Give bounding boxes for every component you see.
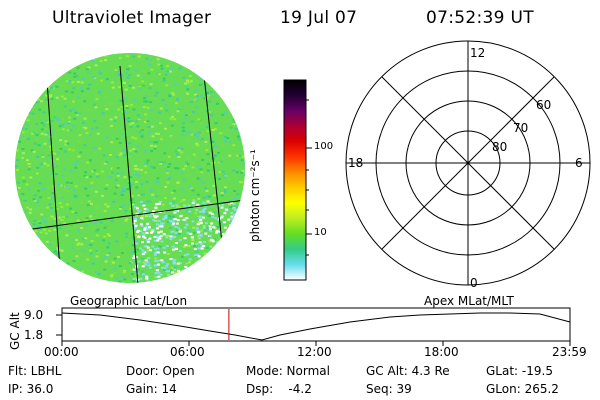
filter-info: Flt: LBHL — [8, 364, 62, 378]
uv-image-disk — [15, 53, 245, 283]
geographic-grid-lines — [15, 65, 245, 283]
polar-plot — [345, 40, 591, 286]
timeline-ylabel: GC Alt — [8, 312, 22, 350]
polar-label-60: 60 — [536, 98, 552, 112]
colorbar-tick-10: 10 — [314, 227, 327, 238]
timeline-xtick-0000: 00:00 — [44, 345, 79, 359]
timeline-xtick-1800: 18:00 — [424, 345, 459, 359]
colorbar-unit-label: photon cm⁻²s⁻¹ — [248, 149, 262, 242]
ip-info: IP: 36.0 — [8, 382, 54, 396]
timeline-xtick-2359: 23:59 — [552, 345, 587, 359]
gc-alt-info: GC Alt: 4.3 Re — [366, 364, 450, 378]
timeline-plot — [56, 307, 571, 346]
timeline-ytick-1.8: 1.8 — [24, 328, 44, 342]
colorbar-tick-100: 100 — [314, 141, 334, 152]
polar-label-0: 0 — [470, 276, 478, 290]
timeline-xtick-0600: 06:00 — [170, 345, 205, 359]
instrument-title: Ultraviolet Imager — [52, 8, 212, 28]
timeline-xtick-1200: 12:00 — [297, 345, 332, 359]
seq-info: Seq: 39 — [366, 382, 412, 396]
dsp-info: Dsp: -4.2 — [246, 382, 312, 396]
mode-info: Mode: Normal — [246, 364, 330, 378]
polar-label-12: 12 — [470, 46, 486, 60]
polar-label-80: 80 — [492, 140, 508, 154]
glon-info: GLon: 265.2 — [486, 382, 559, 396]
colorbar — [283, 79, 312, 281]
altitude-curve — [61, 312, 571, 341]
gain-info: Gain: 14 — [126, 382, 177, 396]
timeline-ytick-9: 9.0 — [24, 308, 44, 322]
timeline-left-label: Geographic Lat/Lon — [70, 294, 188, 308]
polar-label-18: 18 — [348, 156, 364, 170]
time-label: 07:52:39 UT — [426, 8, 534, 28]
door-info: Door: Open — [126, 364, 195, 378]
polar-label-6: 6 — [575, 156, 583, 170]
polar-label-70: 70 — [513, 121, 529, 135]
date-label: 19 Jul 07 — [280, 8, 358, 28]
colorbar-gradient — [283, 79, 307, 281]
glat-info: GLat: -19.5 — [486, 364, 553, 378]
timeline-right-label: Apex MLat/MLT — [424, 294, 514, 308]
